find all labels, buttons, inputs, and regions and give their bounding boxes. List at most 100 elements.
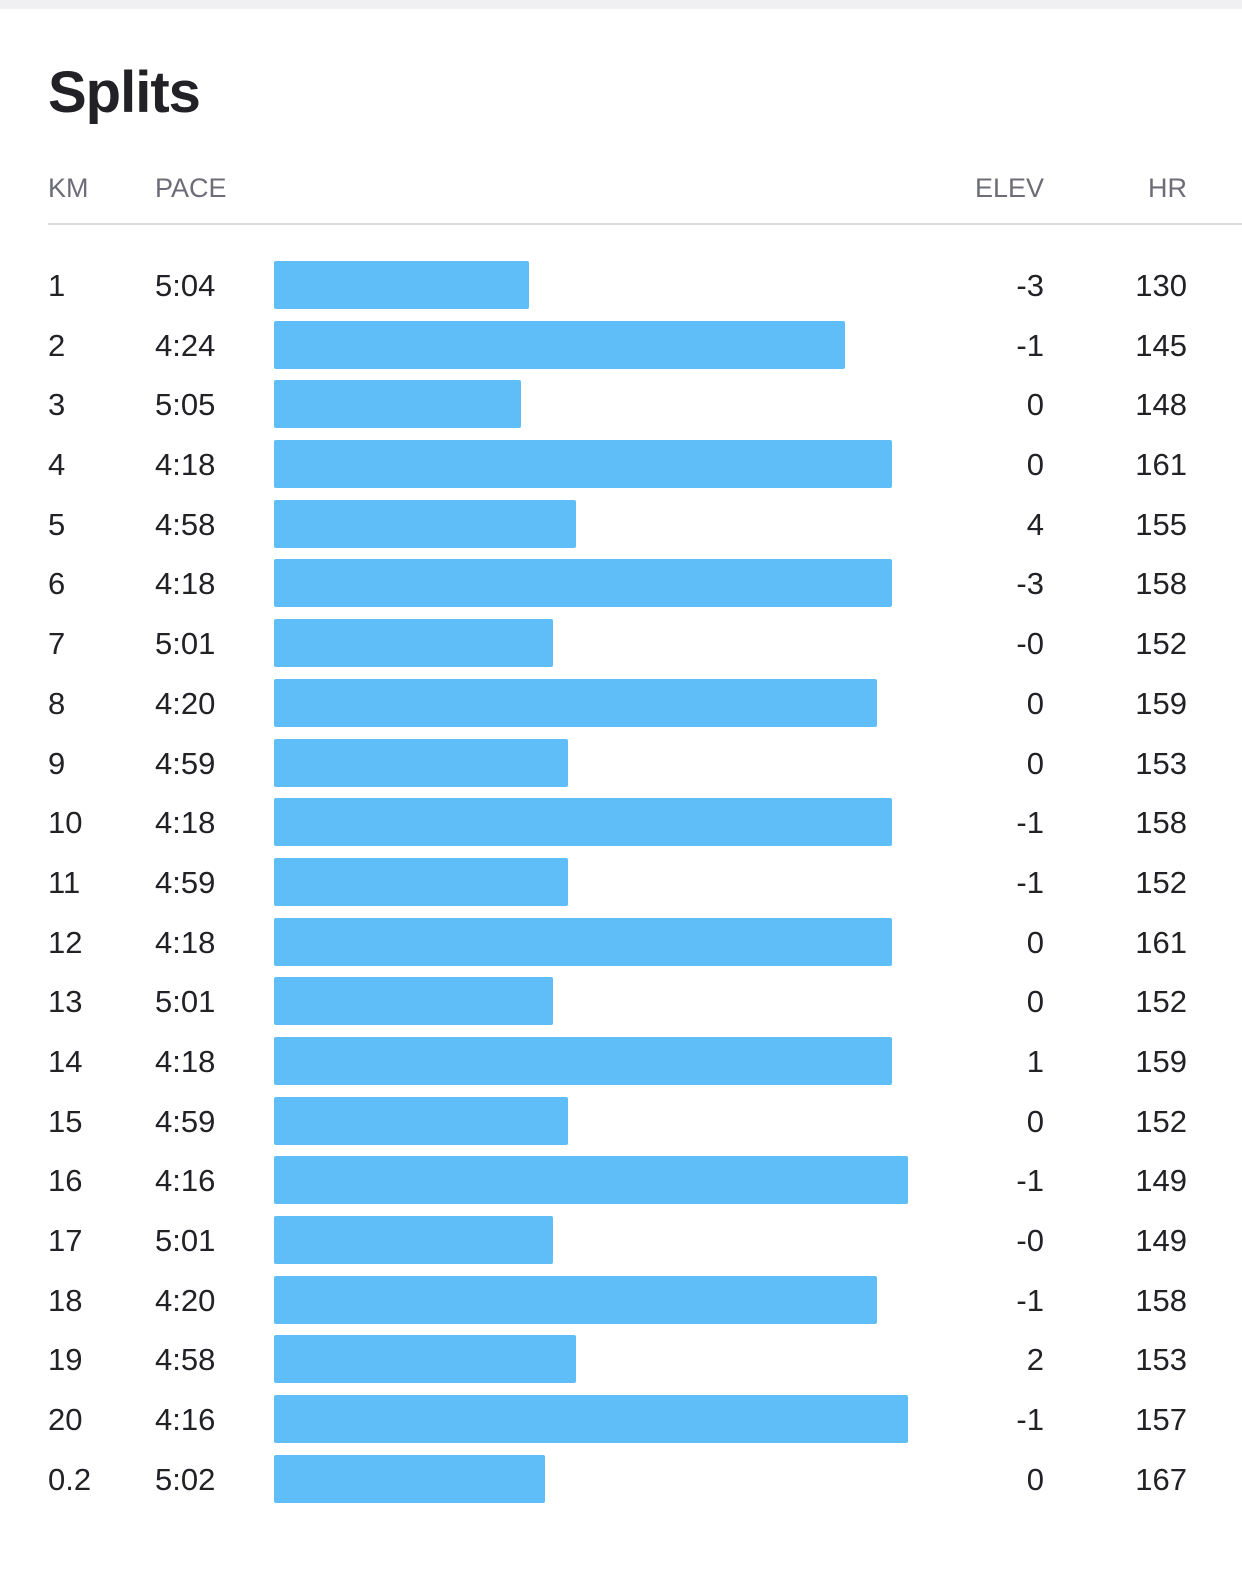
split-pace: 4:18 (155, 924, 216, 960)
split-hr: 161 (1135, 447, 1187, 483)
split-hr: 167 (1135, 1461, 1187, 1497)
table-row: 18 4:20 -1 158 (0, 1271, 1242, 1331)
split-pace: 4:18 (155, 1043, 216, 1079)
split-pace: 4:58 (155, 506, 216, 542)
pace-bar (274, 1096, 569, 1145)
split-hr: 152 (1135, 1103, 1187, 1139)
split-hr: 157 (1135, 1402, 1187, 1438)
pace-bar (274, 499, 577, 548)
table-row: 3 5:05 0 148 (0, 375, 1242, 435)
split-elev: -3 (1016, 566, 1044, 602)
table-row: 10 4:18 -1 158 (0, 793, 1242, 853)
pace-bar (274, 678, 877, 727)
table-row: 2 4:24 -1 145 (0, 316, 1242, 376)
split-elev: -0 (1016, 626, 1044, 662)
pace-bar (274, 1036, 893, 1085)
split-hr: 152 (1135, 626, 1187, 662)
split-pace: 4:18 (155, 447, 216, 483)
table-row: 8 4:20 0 159 (0, 674, 1242, 734)
pace-bar (274, 619, 553, 668)
split-hr: 153 (1135, 745, 1187, 781)
split-km: 2 (48, 327, 66, 363)
split-hr: 158 (1135, 566, 1187, 602)
pace-bar (274, 440, 893, 489)
pace-bar (274, 738, 569, 787)
split-km: 14 (48, 1043, 83, 1079)
header-hr: HR (1148, 173, 1187, 203)
split-pace: 5:01 (155, 1223, 216, 1258)
split-km: 18 (48, 1282, 83, 1318)
split-elev: -1 (1016, 1163, 1044, 1199)
split-elev: 0 (1026, 745, 1044, 781)
split-elev: 0 (1026, 984, 1044, 1020)
split-km: 5 (48, 506, 66, 542)
split-elev: -1 (1016, 1282, 1044, 1318)
split-km: 3 (48, 387, 66, 423)
split-elev: 2 (1026, 1342, 1044, 1378)
split-elev: 0 (1026, 685, 1044, 721)
split-elev: 0 (1026, 447, 1044, 483)
split-km: 4 (48, 447, 66, 483)
split-elev: 1 (1026, 1043, 1044, 1079)
header-elev: ELEV (974, 173, 1044, 203)
split-hr: 159 (1135, 1043, 1187, 1079)
split-pace: 5:02 (155, 1461, 216, 1497)
table-row: 16 4:16 -1 149 (0, 1151, 1242, 1211)
pace-bar (274, 559, 893, 608)
table-row: 12 4:18 0 161 (0, 913, 1242, 973)
split-km: 6 (48, 566, 66, 602)
split-km: 19 (48, 1342, 83, 1378)
header-km: KM (48, 173, 89, 203)
split-km: 7 (48, 626, 66, 662)
header-divider (48, 223, 1242, 225)
split-pace: 5:01 (155, 626, 216, 662)
pace-bar (274, 857, 569, 906)
split-pace: 4:20 (155, 1282, 216, 1318)
split-elev: 0 (1026, 1461, 1044, 1497)
table-header: KM PACE ELEV HR (0, 168, 1242, 208)
table-row: 0.2 5:02 0 167 (0, 1450, 1242, 1510)
split-elev: 0 (1026, 387, 1044, 423)
pace-bar (274, 917, 893, 966)
split-pace: 4:59 (155, 745, 216, 781)
split-elev: -1 (1016, 864, 1044, 900)
pace-bar (274, 261, 529, 309)
split-hr: 158 (1135, 1282, 1187, 1318)
table-row: 19 4:58 2 153 (0, 1330, 1242, 1390)
pace-bar (274, 1275, 877, 1324)
table-row: 7 5:01 -0 152 (0, 614, 1242, 674)
split-elev: 0 (1026, 924, 1044, 960)
split-elev: 0 (1026, 1103, 1044, 1139)
split-hr: 148 (1135, 387, 1187, 423)
table-row: 20 4:16 -1 157 (0, 1390, 1242, 1450)
split-km: 17 (48, 1223, 83, 1258)
split-pace: 4:16 (155, 1402, 216, 1438)
split-elev: -1 (1016, 327, 1044, 363)
pace-bar (274, 1156, 909, 1205)
split-pace: 5:04 (155, 268, 216, 303)
split-km: 15 (48, 1103, 83, 1139)
split-km: 12 (48, 924, 83, 960)
table-row: 1 5:04 -3 130 (0, 256, 1242, 316)
pace-bar (274, 320, 845, 369)
split-pace: 4:59 (155, 1103, 216, 1139)
split-hr: 158 (1135, 805, 1187, 841)
pace-bar (274, 380, 521, 429)
table-row: 17 5:01 -0 149 (0, 1211, 1242, 1271)
table-row: 14 4:18 1 159 (0, 1032, 1242, 1092)
split-elev: -1 (1016, 1402, 1044, 1438)
split-elev: 4 (1026, 506, 1044, 542)
page-title: Splits (48, 60, 201, 125)
pace-bar (274, 1395, 909, 1444)
split-hr: 130 (1135, 268, 1187, 303)
splits-table: 1 5:04 -3 130 2 4:24 -1 145 3 5:05 0 148 4 4:18 0 161 5 4… (0, 256, 1242, 1509)
split-km: 11 (48, 864, 81, 900)
table-row: 13 5:01 0 152 (0, 972, 1242, 1032)
split-hr: 161 (1135, 924, 1187, 960)
table-row: 6 4:18 -3 158 (0, 554, 1242, 614)
header-pace: PACE (155, 173, 227, 203)
pace-bar (274, 1216, 553, 1264)
split-elev: -3 (1016, 268, 1044, 303)
split-hr: 145 (1135, 327, 1187, 363)
pace-bar (274, 798, 893, 847)
